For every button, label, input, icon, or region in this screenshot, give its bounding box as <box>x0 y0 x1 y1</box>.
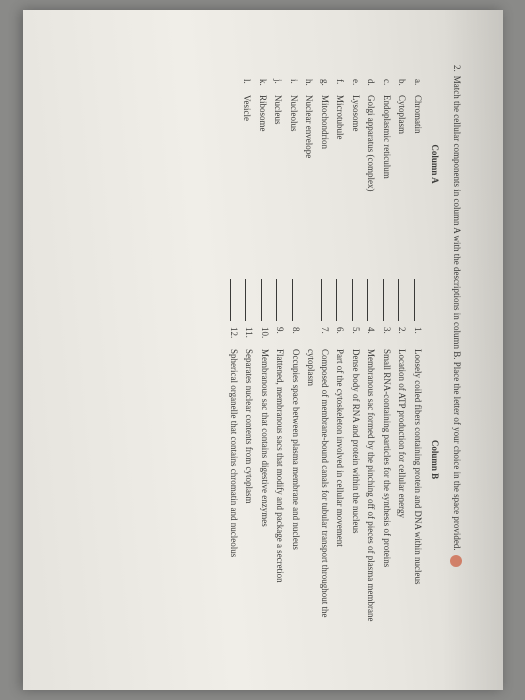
item-description: Location of ATP production for cellular … <box>395 349 409 640</box>
item-label: Vesicle <box>240 95 254 121</box>
column-a-item: c. Endoplasmic reticulum <box>379 79 393 249</box>
item-label: Mitochondrion <box>317 95 331 149</box>
column-b: Column B 1. Loosely coiled fibers contain… <box>224 279 441 640</box>
column-b-item: 2. Location of ATP production for cellula… <box>395 279 409 640</box>
answer-blank[interactable] <box>292 279 302 321</box>
apr-badge-icon <box>450 555 462 567</box>
column-b-item: 7. Composed of membrane-bound canals for … <box>304 279 331 640</box>
page-wrap: 2. Match the cellular components in colu… <box>23 10 503 690</box>
column-a-item: l. Vesicle <box>240 79 254 249</box>
answer-blank[interactable] <box>336 279 346 321</box>
column-b-item: 3. Small RNA-containing particles for the… <box>379 279 393 640</box>
item-description: Membranous sac that contains digestive e… <box>257 349 271 640</box>
item-number: 5. <box>348 327 362 343</box>
item-number: 4. <box>364 327 378 343</box>
answer-blank[interactable] <box>352 279 362 321</box>
item-description: Composed of membrane-bound canals for tu… <box>304 349 331 640</box>
worksheet-page: 2. Match the cellular components in colu… <box>23 10 503 690</box>
item-number: 12. <box>226 327 240 343</box>
item-number: 3. <box>379 327 393 343</box>
answer-blank[interactable] <box>321 279 331 321</box>
question-text-content: Match the cellular components in column … <box>452 76 462 551</box>
item-description: Flattened, membranous sacs that modify a… <box>273 349 287 640</box>
item-label: Nucleus <box>271 95 285 125</box>
item-letter: k. <box>255 79 269 91</box>
item-letter: b. <box>395 79 409 91</box>
item-label: Ribosome <box>255 95 269 132</box>
item-label: Microtubule <box>333 95 347 140</box>
item-letter: l. <box>240 79 254 91</box>
answer-blank[interactable] <box>276 279 286 321</box>
answer-blank[interactable] <box>383 279 393 321</box>
question-prompt: 2. Match the cellular components in colu… <box>449 65 463 640</box>
column-b-item: 5. Dense body of RNA and protein within t… <box>348 279 362 640</box>
column-b-item: 6. Part of the cytoskeleton involved in c… <box>333 279 347 640</box>
item-number: 10. <box>257 327 271 343</box>
column-b-item: 9. Flattened, membranous sacs that modify… <box>273 279 287 640</box>
column-b-item: 1. Loosely coiled fibers containing prote… <box>410 279 424 640</box>
answer-blank[interactable] <box>245 279 255 321</box>
item-label: Chromatin <box>410 95 424 134</box>
item-letter: j. <box>271 79 285 91</box>
item-description: Occupies space between plasma membrane a… <box>288 349 302 640</box>
item-letter: a. <box>410 79 424 91</box>
item-description: Separates nuclear contents from cytoplas… <box>242 349 256 640</box>
item-description: Loosely coiled fibers containing protein… <box>410 349 424 640</box>
column-b-item: 12. Spherical organelle that contains chr… <box>226 279 240 640</box>
answer-blank[interactable] <box>261 279 271 321</box>
column-a-item: b. Cytoplasm <box>395 79 409 249</box>
column-a-item: i. Nucleolus <box>286 79 300 249</box>
item-number: 6. <box>333 327 347 343</box>
item-letter: i. <box>286 79 300 91</box>
item-letter: d. <box>364 79 378 91</box>
column-b-title: Column B <box>428 279 442 640</box>
item-letter: c. <box>379 79 393 91</box>
column-a-item: j. Nucleus <box>271 79 285 249</box>
item-label: Endoplasmic reticulum <box>379 95 393 179</box>
column-b-item: 10. Membranous sac that contains digestiv… <box>257 279 271 640</box>
column-a-item: a. Chromatin <box>410 79 424 249</box>
item-letter: g. <box>317 79 331 91</box>
answer-blank[interactable] <box>367 279 377 321</box>
item-label: Golgi apparatus (complex) <box>364 95 378 191</box>
item-label: Nuclear envelope <box>302 95 316 158</box>
item-description: Part of the cytoskeleton involved in cel… <box>333 349 347 640</box>
column-a-item: d. Golgi apparatus (complex) <box>364 79 378 249</box>
columns-container: Column A a. Chromatinb. Cytoplasmc. Endopla… <box>224 65 441 640</box>
column-b-item: 11. Separates nuclear contents from cytop… <box>242 279 256 640</box>
question-number: 2. <box>449 65 463 72</box>
answer-blank[interactable] <box>414 279 424 321</box>
item-number: 1. <box>410 327 424 343</box>
column-a-item: f. Microtubule <box>333 79 347 249</box>
item-letter: e. <box>348 79 362 91</box>
item-number: 9. <box>273 327 287 343</box>
item-number: 8. <box>288 327 302 343</box>
column-a-item: k. Ribosome <box>255 79 269 249</box>
item-letter: h. <box>302 79 316 91</box>
item-description: Dense body of RNA and protein within the… <box>348 349 362 640</box>
item-number: 2. <box>395 327 409 343</box>
item-label: Nucleolus <box>286 95 300 132</box>
item-description: Small RNA-containing particles for the s… <box>379 349 393 640</box>
column-b-list: 1. Loosely coiled fibers containing prote… <box>226 279 424 640</box>
answer-blank[interactable] <box>230 279 240 321</box>
item-label: Lysosome <box>348 95 362 132</box>
item-letter: f. <box>333 79 347 91</box>
column-a-item: g. Mitochondrion <box>317 79 331 249</box>
item-description: Membranous sac formed by the pinching of… <box>364 349 378 640</box>
answer-blank[interactable] <box>398 279 408 321</box>
item-number: 11. <box>242 327 256 343</box>
column-b-item: 4. Membranous sac formed by the pinching … <box>364 279 378 640</box>
question-text: Match the cellular components in column … <box>449 76 463 567</box>
column-a-item: e. Lysosome <box>348 79 362 249</box>
item-description: Spherical organelle that contains chroma… <box>226 349 240 640</box>
column-b-item: 8. Occupies space between plasma membrane… <box>288 279 302 640</box>
column-a: Column A a. Chromatinb. Cytoplasmc. Endopla… <box>224 79 441 249</box>
column-a-list: a. Chromatinb. Cytoplasmc. Endoplasmic reti… <box>240 79 424 249</box>
item-number: 7. <box>317 327 331 343</box>
column-a-title: Column A <box>428 79 442 249</box>
column-a-item: h. Nuclear envelope <box>302 79 316 249</box>
item-label: Cytoplasm <box>395 95 409 134</box>
